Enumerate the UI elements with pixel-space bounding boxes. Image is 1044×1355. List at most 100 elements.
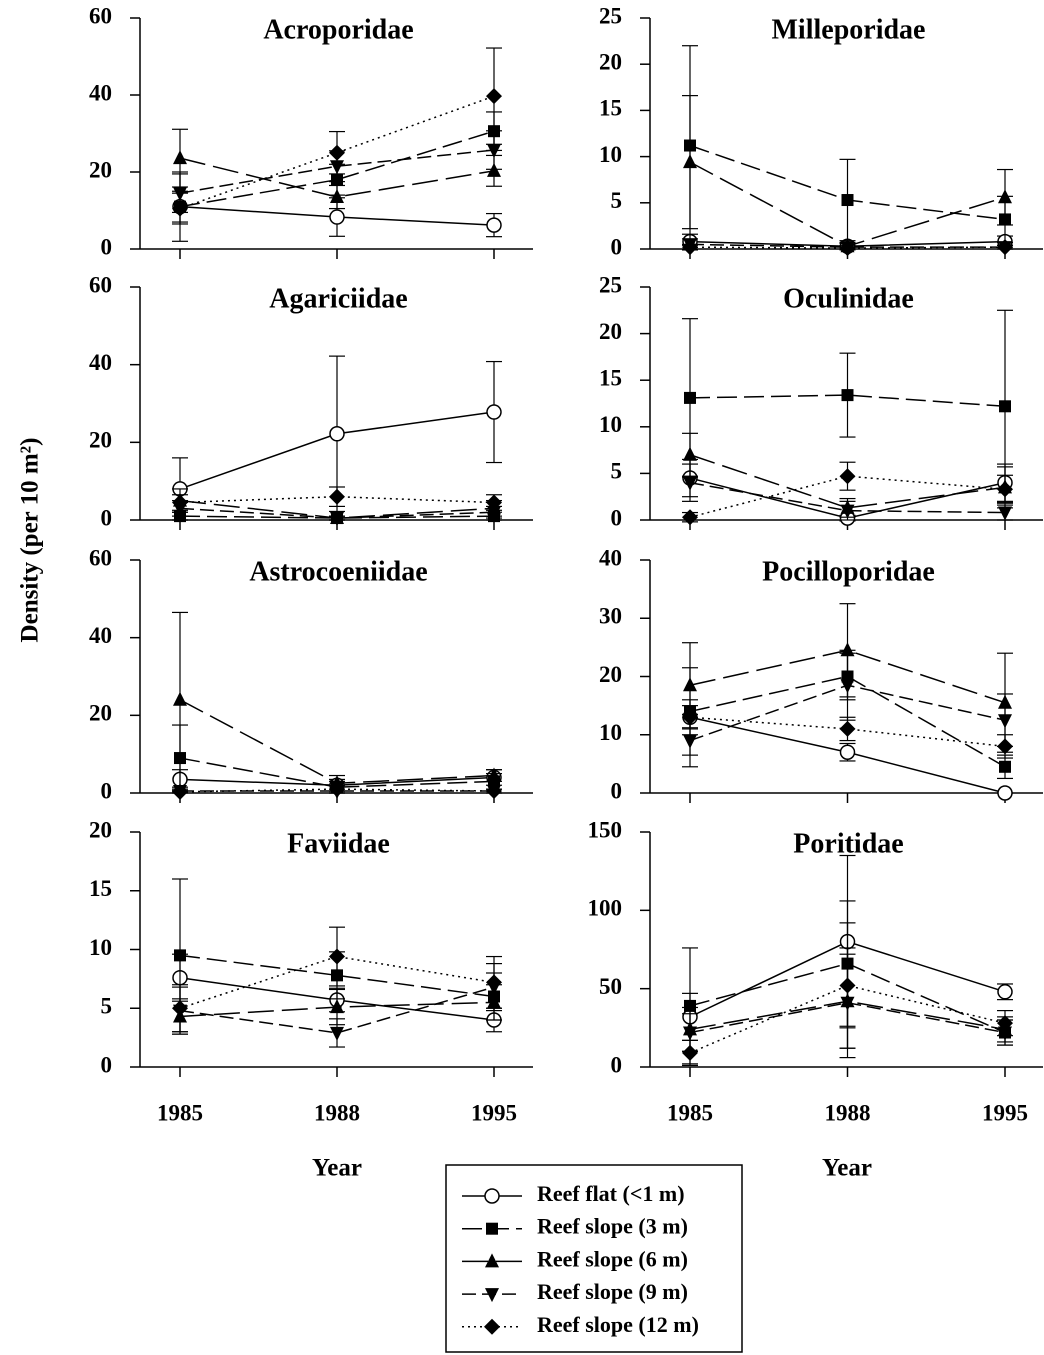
- marker: [997, 984, 1013, 1000]
- marker: [682, 239, 698, 256]
- marker: [683, 1026, 697, 1041]
- marker: [330, 512, 344, 527]
- marker: [840, 642, 855, 657]
- y-tick-label: 0: [611, 1052, 623, 1077]
- marker: [998, 714, 1012, 729]
- series-line: [689, 481, 1006, 514]
- marker: [172, 783, 188, 800]
- y-tick-label: 60: [89, 272, 112, 297]
- y-tick-label: 100: [588, 896, 623, 921]
- y-tick-label: 5: [611, 459, 623, 484]
- marker: [174, 949, 186, 962]
- x-tick-label: 1995: [471, 1100, 517, 1125]
- marker: [486, 217, 502, 233]
- y-tick-label: 25: [599, 272, 622, 297]
- y-tick-label: 0: [611, 505, 623, 530]
- marker: [486, 88, 502, 105]
- panel-title: Astrocoeniidae: [249, 556, 427, 587]
- y-tick-label: 10: [89, 935, 112, 960]
- legend-label: Reef slope (3 m): [537, 1214, 688, 1239]
- marker: [998, 506, 1012, 521]
- marker: [839, 744, 856, 760]
- marker: [487, 144, 501, 159]
- marker: [329, 781, 345, 798]
- y-tick-label: 15: [89, 876, 112, 901]
- marker: [172, 1000, 188, 1017]
- y-tick-label: 20: [89, 157, 112, 182]
- x-axis-label: Year: [312, 1155, 362, 1182]
- marker: [682, 709, 698, 726]
- x-tick-label: 1985: [157, 1100, 203, 1125]
- y-tick-label: 0: [101, 778, 113, 803]
- x-axis-label: Year: [822, 1155, 872, 1182]
- series-line: [689, 454, 1006, 509]
- marker: [486, 783, 502, 800]
- y-tick-label: 10: [599, 720, 622, 745]
- y-axis-label: Density (per 10 m²): [17, 438, 44, 643]
- y-tick-label: 5: [611, 188, 623, 213]
- y-tick-label: 20: [89, 701, 112, 726]
- marker: [840, 679, 855, 694]
- marker: [840, 504, 855, 519]
- panel-title: Agariciidae: [269, 283, 407, 314]
- y-tick-label: 60: [89, 3, 112, 28]
- marker: [683, 476, 697, 491]
- marker: [485, 1288, 499, 1303]
- marker: [999, 400, 1011, 413]
- y-tick-label: 15: [599, 365, 622, 390]
- y-tick-label: 20: [599, 319, 622, 344]
- y-tick-label: 0: [101, 234, 113, 259]
- marker: [682, 509, 698, 526]
- series-line: [179, 149, 495, 194]
- y-tick-label: 20: [89, 428, 112, 453]
- y-tick-label: 0: [101, 505, 113, 530]
- y-tick-label: 40: [89, 350, 112, 375]
- x-tick-label: 1988: [825, 1100, 871, 1125]
- y-tick-label: 5: [101, 994, 113, 1019]
- series-line: [179, 699, 495, 785]
- y-tick-label: 15: [599, 96, 622, 121]
- marker: [329, 209, 345, 225]
- marker: [172, 494, 188, 511]
- marker: [997, 239, 1013, 256]
- marker: [487, 767, 501, 782]
- y-tick-label: 150: [588, 817, 623, 842]
- marker: [486, 494, 502, 511]
- series-line: [689, 675, 1006, 768]
- y-tick-label: 40: [89, 623, 112, 648]
- x-tick-label: 1985: [667, 1100, 713, 1125]
- marker: [173, 691, 187, 706]
- marker: [484, 1188, 500, 1204]
- panel-title: Acroporidae: [263, 14, 413, 45]
- marker: [485, 1253, 499, 1268]
- marker: [839, 977, 856, 994]
- marker: [683, 677, 697, 692]
- panel-title: Oculinidae: [783, 283, 914, 314]
- marker: [997, 785, 1013, 801]
- series-line: [179, 955, 495, 1009]
- marker: [839, 720, 856, 737]
- marker: [841, 194, 854, 207]
- marker: [998, 189, 1012, 204]
- y-tick-label: 40: [599, 545, 622, 570]
- legend-label: Reef slope (6 m): [537, 1246, 688, 1271]
- marker: [683, 154, 697, 169]
- marker: [839, 240, 856, 257]
- x-tick-label: 1995: [982, 1100, 1028, 1125]
- y-tick-label: 40: [89, 80, 112, 105]
- y-tick-label: 30: [599, 604, 622, 629]
- marker: [997, 738, 1013, 755]
- y-tick-label: 0: [611, 234, 623, 259]
- marker: [684, 391, 696, 404]
- marker: [486, 974, 502, 991]
- y-tick-label: 10: [599, 412, 622, 437]
- marker: [172, 200, 188, 217]
- marker: [684, 999, 696, 1012]
- marker: [330, 1026, 344, 1041]
- series-line: [689, 243, 1005, 248]
- series-line: [179, 986, 495, 1034]
- y-tick-label: 20: [89, 817, 112, 842]
- marker: [484, 1318, 500, 1335]
- marker: [330, 189, 344, 204]
